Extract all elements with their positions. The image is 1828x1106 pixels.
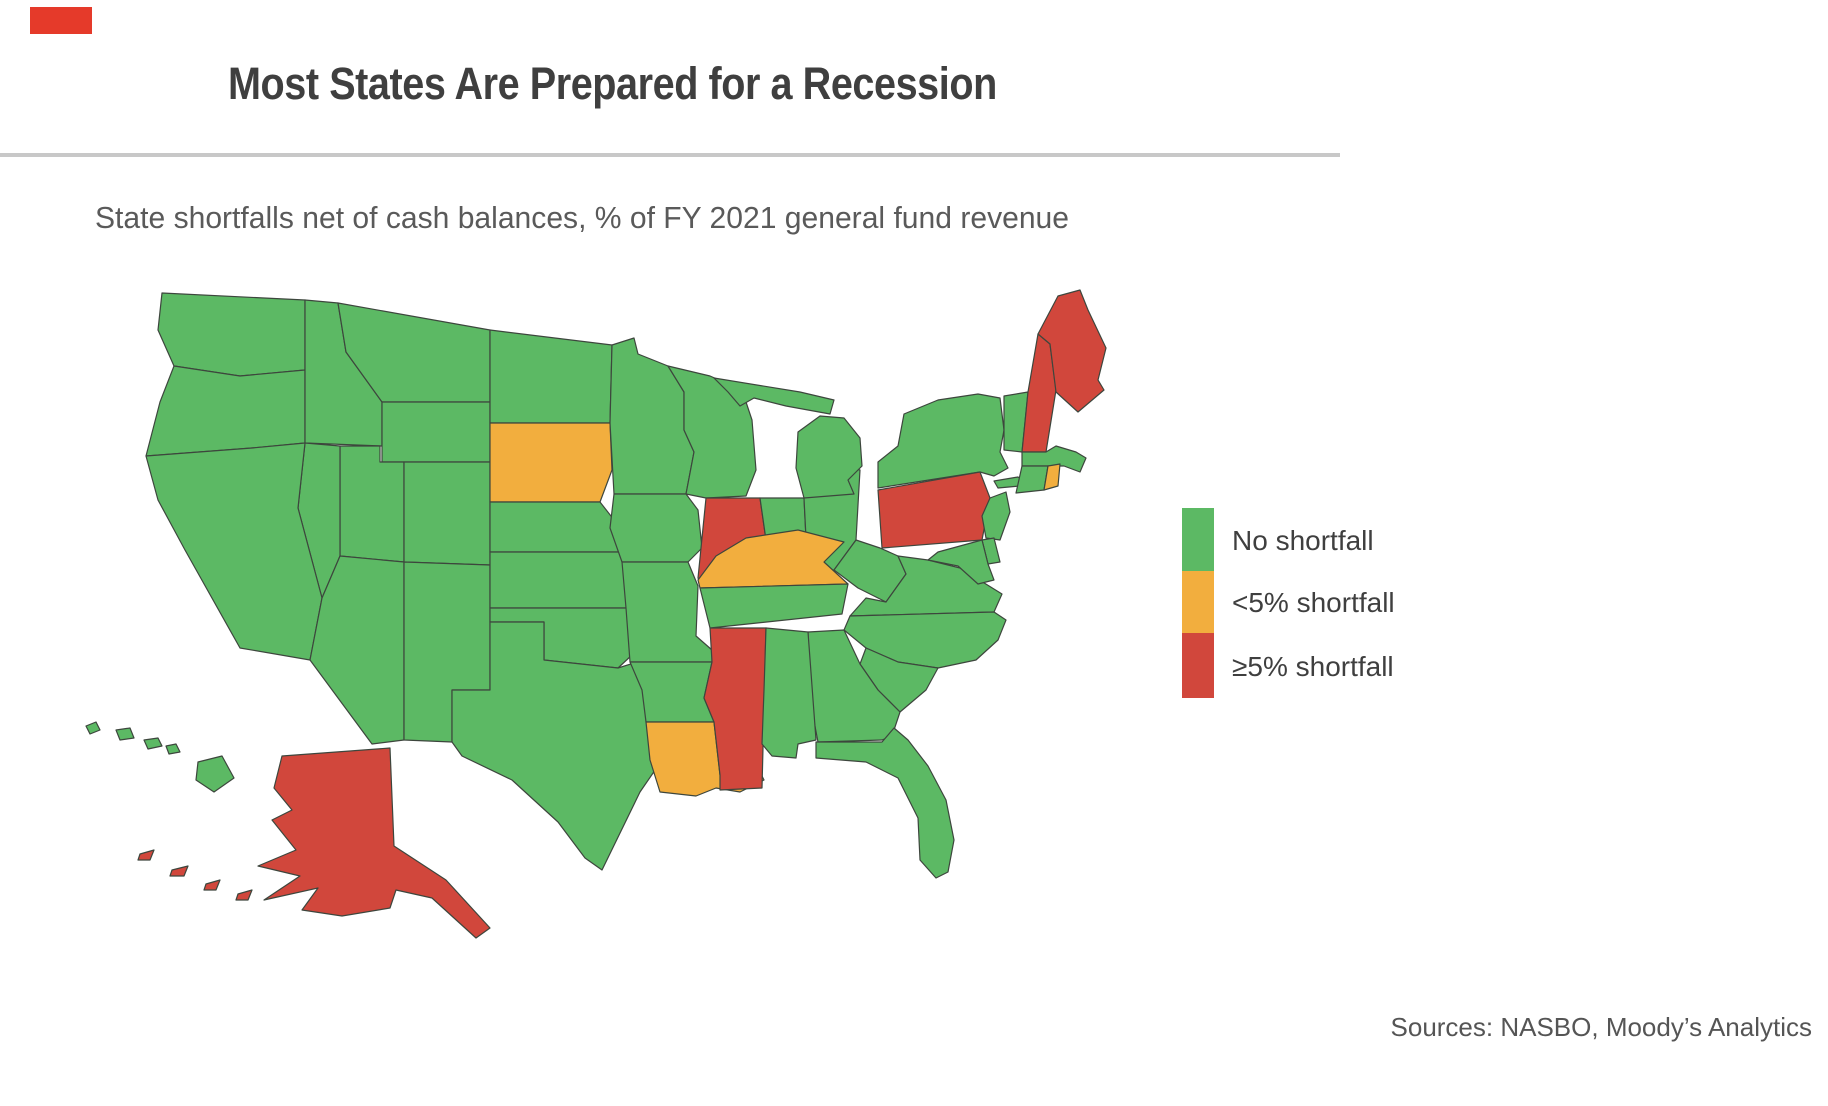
us-map-svg [85, 289, 1107, 939]
legend-label-under-5-shortfall: <5% shortfall [1232, 587, 1395, 618]
state-CA [145, 442, 323, 661]
legend-swatch-no-shortfall [1182, 508, 1214, 571]
state-FL [815, 727, 955, 879]
state-RI [1043, 463, 1061, 491]
state-NE [489, 501, 625, 553]
state-UT [339, 445, 405, 563]
us-choropleth-map [55, 275, 1145, 985]
state-SD [489, 422, 613, 503]
state-NJ [981, 491, 1011, 541]
legend-label-no-shortfall: No shortfall [1232, 525, 1374, 556]
state-KS [489, 551, 631, 609]
state-CO [403, 461, 491, 566]
chart-subtitle: State shortfalls net of cash balances, %… [95, 200, 1070, 235]
sources-note: Sources: NASBO, Moody’s Analytics [1390, 1012, 1812, 1042]
state-MD [927, 539, 995, 585]
state-TN [699, 583, 849, 629]
state-CT [1015, 465, 1049, 494]
state-OR [145, 365, 306, 457]
state-HI [85, 721, 235, 793]
legend-color-column [1182, 508, 1214, 698]
state-TX [451, 621, 663, 871]
state-AL [761, 627, 817, 759]
state-NC [843, 611, 1007, 669]
state-NY [877, 393, 1031, 489]
state-MN [609, 337, 695, 495]
state-WY [381, 401, 491, 463]
state-WA [157, 292, 306, 377]
state-IA [609, 493, 703, 563]
state-ND [489, 329, 613, 424]
page-title: Most States Are Prepared for a Recession [228, 58, 997, 109]
state-ME [1037, 289, 1107, 413]
title-divider [0, 153, 1340, 157]
legend-label-5-or-more-shortfall: ≥5% shortfall [1232, 651, 1394, 682]
red-corner-artifact [30, 7, 92, 34]
legend-swatch-5-or-more-shortfall [1182, 633, 1214, 698]
state-MI [713, 377, 863, 499]
legend-swatch-under-5-shortfall [1182, 571, 1214, 633]
state-AK [137, 747, 491, 939]
